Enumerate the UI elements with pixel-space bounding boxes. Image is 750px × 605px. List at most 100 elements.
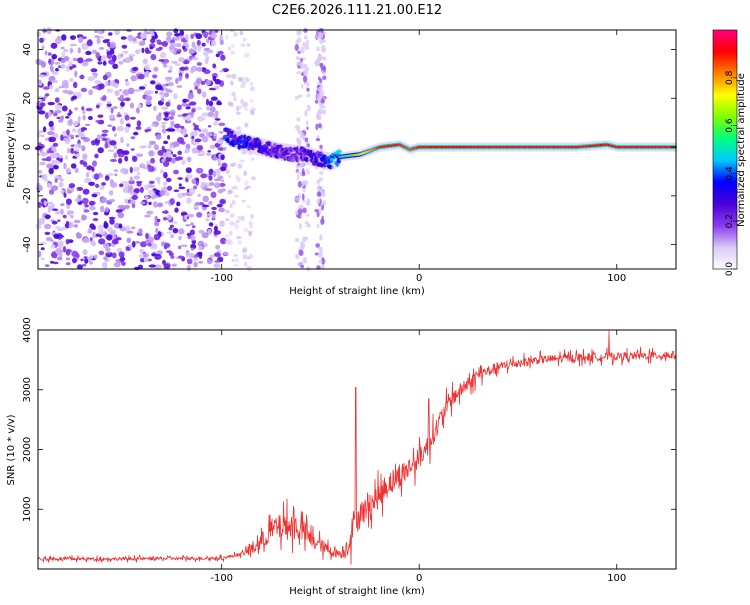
signal-core: [625, 146, 629, 149]
noise-cell: [144, 214, 151, 218]
noise-cell: [221, 179, 225, 183]
noise-cell: [184, 34, 189, 41]
noise-cell: [213, 263, 221, 269]
noise-cell: [227, 174, 232, 178]
noise-cell: [77, 47, 81, 54]
noise-cell: [68, 118, 73, 126]
noise-cell: [165, 101, 171, 107]
noise-cell: [172, 141, 180, 147]
noise-cell: [55, 87, 60, 93]
noise-cell: [241, 199, 246, 203]
signal-core: [433, 146, 437, 149]
signal-halo: [289, 144, 293, 163]
noise-cell: [169, 145, 174, 149]
signal-halo: [317, 149, 320, 168]
signal-core: [454, 146, 457, 149]
noise-cell: [92, 218, 99, 222]
signal-core: [361, 152, 365, 155]
noise-cell: [78, 36, 84, 44]
noise-cell: [153, 144, 159, 150]
noise-cell: [154, 215, 158, 223]
noise-cell: [60, 134, 64, 141]
noise-cell: [166, 177, 171, 182]
noise-cell: [175, 128, 183, 133]
noise-cell: [63, 192, 67, 198]
noise-cell: [168, 65, 173, 71]
noise-cell: [214, 260, 221, 263]
noise-cell: [163, 171, 168, 179]
noise-cell: [177, 177, 183, 180]
noise-cell: [217, 256, 224, 260]
noise-band-cell: [298, 129, 303, 135]
noise-cell: [54, 61, 61, 65]
noise-cell: [206, 213, 213, 217]
noise-cell: [243, 107, 248, 111]
noise-cell: [54, 37, 62, 45]
signal-core: [552, 146, 555, 149]
signal-core: [566, 146, 569, 149]
noise-band-cell: [319, 234, 323, 241]
noise-cell: [166, 150, 172, 158]
noise-cell: [225, 34, 229, 40]
noise-cell: [101, 182, 106, 186]
noise-cell: [214, 85, 220, 90]
noise-cell: [65, 257, 71, 261]
noise-cell: [53, 112, 58, 117]
noise-cell: [191, 225, 196, 229]
noise-cell: [105, 206, 109, 213]
signal-core: [602, 143, 605, 146]
signal-core: [509, 146, 513, 149]
noise-cell: [143, 166, 148, 170]
noise-cell: [176, 85, 183, 88]
signal-core: [581, 145, 585, 148]
noise-cell: [127, 244, 133, 248]
noise-cell: [232, 199, 236, 205]
noise-cell: [116, 261, 121, 266]
signal-halo: [335, 149, 338, 168]
noise-cell: [67, 221, 74, 228]
noise-cell: [176, 137, 185, 144]
noise-cell: [124, 114, 130, 121]
noise-cell: [177, 156, 181, 161]
noise-band-cell: [301, 180, 305, 187]
noise-band-cell: [322, 31, 326, 36]
noise-cell: [135, 126, 142, 130]
noise-cell: [59, 208, 64, 215]
noise-cell: [124, 126, 130, 133]
noise-cell: [158, 59, 166, 62]
noise-cell: [46, 182, 52, 189]
noise-band-cell: [298, 223, 303, 230]
noise-cell: [205, 98, 210, 106]
noise-cell: [81, 106, 85, 111]
noise-cell: [120, 94, 124, 100]
noise-cell: [94, 35, 100, 38]
signal-core: [363, 151, 366, 154]
noise-cell: [150, 80, 156, 85]
noise-cell: [43, 126, 47, 133]
noise-band-cell: [316, 46, 320, 52]
signal-core: [595, 144, 598, 147]
noise-cell: [74, 153, 80, 158]
noise-cell: [82, 199, 87, 203]
noise-cell: [230, 222, 237, 226]
noise-cell: [143, 84, 148, 87]
noise-cell: [185, 251, 191, 258]
noise-band-cell: [298, 249, 304, 256]
noise-cell: [70, 163, 77, 169]
noise-cell: [139, 145, 147, 149]
noise-cell: [115, 209, 123, 213]
spectrogram-x-tick-label: -100: [210, 273, 233, 284]
signal-core: [537, 146, 540, 149]
noise-cell: [246, 43, 251, 47]
noise-cell: [211, 206, 217, 211]
noise-cell: [184, 214, 188, 220]
noise-cell: [229, 203, 233, 209]
noise-band-cell: [304, 63, 308, 68]
signal-core: [516, 146, 520, 149]
noise-cell: [66, 190, 72, 194]
noise-cell: [72, 91, 77, 97]
noise-cell: [91, 140, 96, 146]
noise-cell: [106, 234, 113, 241]
noise-cell: [233, 263, 239, 268]
noise-cell: [163, 216, 167, 221]
